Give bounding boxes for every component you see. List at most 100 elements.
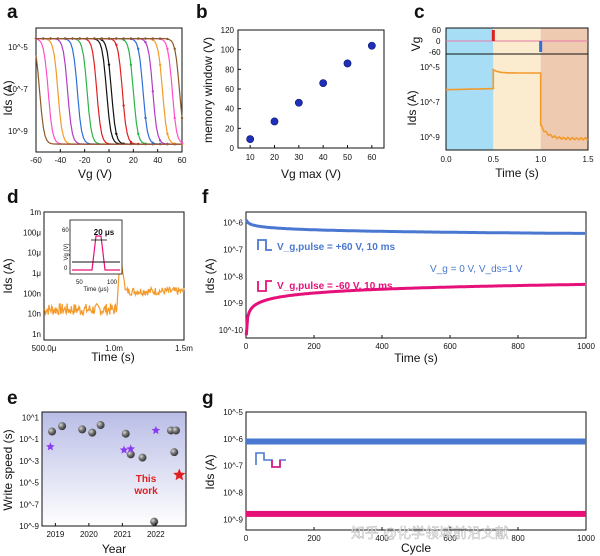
- panel-f-x-ticks: 0 200 400 600 800 1000: [244, 335, 595, 351]
- panel-c-vg-tick-60: 60: [432, 26, 441, 35]
- benchmark-sphere: [138, 453, 147, 462]
- panel-c: 0.0 0.5 1.0 1.5 60 0 -60 10^-5 10^-7 10^-9 …: [405, 26, 594, 180]
- transfer-marker: [166, 47, 169, 51]
- transfer-marker: [144, 116, 147, 120]
- transfer-curve-down-8: [35, 55, 182, 145]
- panel-b-xtick-label: 20: [270, 153, 279, 162]
- panel-a-xtick-label: -60: [30, 156, 42, 165]
- panel-d-inset: 20 μs 50 100 Time (μs) 0 60 Vg (V): [62, 219, 123, 293]
- memory-window-point: [294, 98, 303, 107]
- transfer-marker: [137, 37, 140, 40]
- transfer-marker: [166, 132, 169, 135]
- panel-e-ytick-label: 10^1: [22, 413, 40, 422]
- transfer-marker: [115, 37, 118, 40]
- panel-g-xtick-label: 200: [307, 534, 321, 543]
- transfer-marker: [158, 37, 162, 40]
- panel-b-xlabel: Vg max (V): [281, 167, 341, 181]
- panel-d-y-ticks: 1n 10n 100n 1μ 10μ 100μ 1m: [23, 208, 41, 339]
- transfer-marker: [129, 63, 133, 66]
- transfer-marker: [78, 37, 82, 40]
- panel-d-ytick-label: 1μ: [32, 269, 41, 278]
- panel-d-ids-trace: [43, 260, 185, 317]
- panel-b-ytick-label: 20: [225, 124, 234, 133]
- panel-c-xlabel: Time (s): [495, 166, 539, 180]
- panel-c-ids-trace: [446, 68, 589, 142]
- panel-g-frame: [245, 411, 587, 531]
- panel-b-xtick-label: 10: [246, 153, 255, 162]
- memory-window-point: [319, 79, 328, 87]
- panel-d-xlabel: Time (s): [91, 350, 135, 364]
- benchmark-star: [126, 444, 135, 453]
- benchmark-sphere: [48, 427, 57, 436]
- panel-d-inset-pulse: [72, 235, 120, 271]
- panel-f-frame: [245, 211, 587, 339]
- panel-f-y-ticks: 10^-10 10^-9 10^-8 10^-7 10^-6: [219, 219, 244, 335]
- panel-b-ytick-label: 80: [225, 65, 234, 74]
- panel-c-vg-tick-m60: -60: [429, 48, 441, 57]
- panel-c-xtick-label: 1.5: [582, 155, 594, 164]
- panel-c-vg-pulse: [539, 41, 543, 52]
- transfer-marker: [42, 37, 45, 40]
- panel-g-y-ticks: 10^-9 10^-8 10^-7 10^-6 10^-5: [223, 408, 243, 524]
- panel-d-ytick-label: 10n: [28, 310, 41, 319]
- panel-g-xtick-label: 0: [244, 534, 249, 543]
- panel-f-condition: V_g = 0 V, V_ds=1 V: [430, 264, 523, 275]
- benchmark-sphere: [78, 425, 87, 434]
- panel-f-trace-positive: [245, 219, 585, 235]
- panel-f: 10^-10 10^-9 10^-8 10^-7 10^-6 0 200 400 600 800…: [203, 211, 595, 365]
- panel-e-xtick-label: 2020: [80, 530, 98, 539]
- benchmark-star: [119, 445, 129, 454]
- panel-d-inset-ytick-2: 60: [62, 228, 69, 234]
- panel-f-xtick-label: 0: [244, 342, 249, 351]
- transfer-marker: [158, 139, 162, 142]
- panel-g-ytick-label: 10^-8: [223, 488, 243, 497]
- panel-f-trace-negative: [244, 282, 585, 336]
- panel-label-f: f: [202, 187, 209, 208]
- panel-e-xtick-label: 2022: [147, 530, 165, 539]
- transfer-marker: [56, 37, 60, 40]
- panel-c-x-ticks: 0.0 0.5 1.0 1.5: [440, 155, 594, 164]
- transfer-marker: [71, 37, 74, 40]
- benchmark-sphere: [96, 421, 105, 430]
- panel-c-region: [493, 28, 541, 150]
- panel-e-x-ticks: 2019 2020 2021 2022: [46, 523, 165, 539]
- memory-window-point: [246, 135, 255, 144]
- panel-d-inset-xtick-1: 50: [76, 280, 83, 286]
- panel-e: 10^-910^-710^-510^-310^-110^1 2019 2020 20…: [1, 411, 187, 556]
- panel-label-a: a: [7, 2, 18, 23]
- panel-a-xtick-label: -20: [79, 156, 91, 165]
- panel-a: -60 -40 -20 0 20 40 60 10^-5 10^-7 10^-9 Vg (V…: [1, 27, 187, 181]
- transfer-marker: [166, 37, 169, 41]
- panel-f-ylabel: Ids (A): [203, 258, 217, 293]
- panel-b-ytick-label: 60: [225, 85, 234, 94]
- transfer-marker: [115, 132, 118, 135]
- panel-label-g: g: [202, 388, 214, 409]
- panel-label-d: d: [7, 187, 19, 208]
- this-work-star: [173, 468, 186, 481]
- transfer-marker: [49, 37, 52, 40]
- benchmark-sphere: [121, 429, 130, 438]
- panel-a-x-ticks: -60 -40 -20 0 20 40 60: [30, 149, 187, 165]
- panel-c-bottom-frame: [445, 53, 589, 151]
- memory-window-point: [367, 41, 376, 50]
- transfer-marker: [85, 37, 89, 40]
- panel-a-ylabel: Ids (A): [1, 80, 15, 115]
- transfer-marker: [151, 141, 154, 145]
- panel-e-xlabel: Year: [102, 542, 126, 556]
- panel-g-trace-high: [246, 438, 586, 445]
- benchmark-sphere: [126, 450, 135, 459]
- transfer-marker: [173, 47, 176, 51]
- panel-f-ytick-label: 10^-9: [223, 299, 243, 308]
- transfer-marker: [158, 63, 162, 66]
- panel-label-c: c: [414, 2, 425, 23]
- panel-d-inset-xlabel: Time (μs): [83, 287, 108, 293]
- panel-b-ytick-label: 40: [225, 105, 234, 114]
- memory-window-point: [270, 117, 279, 126]
- transfer-marker: [151, 37, 154, 40]
- transfer-marker: [122, 37, 125, 40]
- panel-c-xtick-label: 0.5: [488, 155, 500, 164]
- panel-c-vg-pulse: [491, 30, 495, 41]
- panel-c-ytick-3: 10^-9: [420, 133, 440, 142]
- panel-e-frame: [41, 411, 187, 527]
- panel-g-ytick-label: 10^-7: [223, 462, 243, 471]
